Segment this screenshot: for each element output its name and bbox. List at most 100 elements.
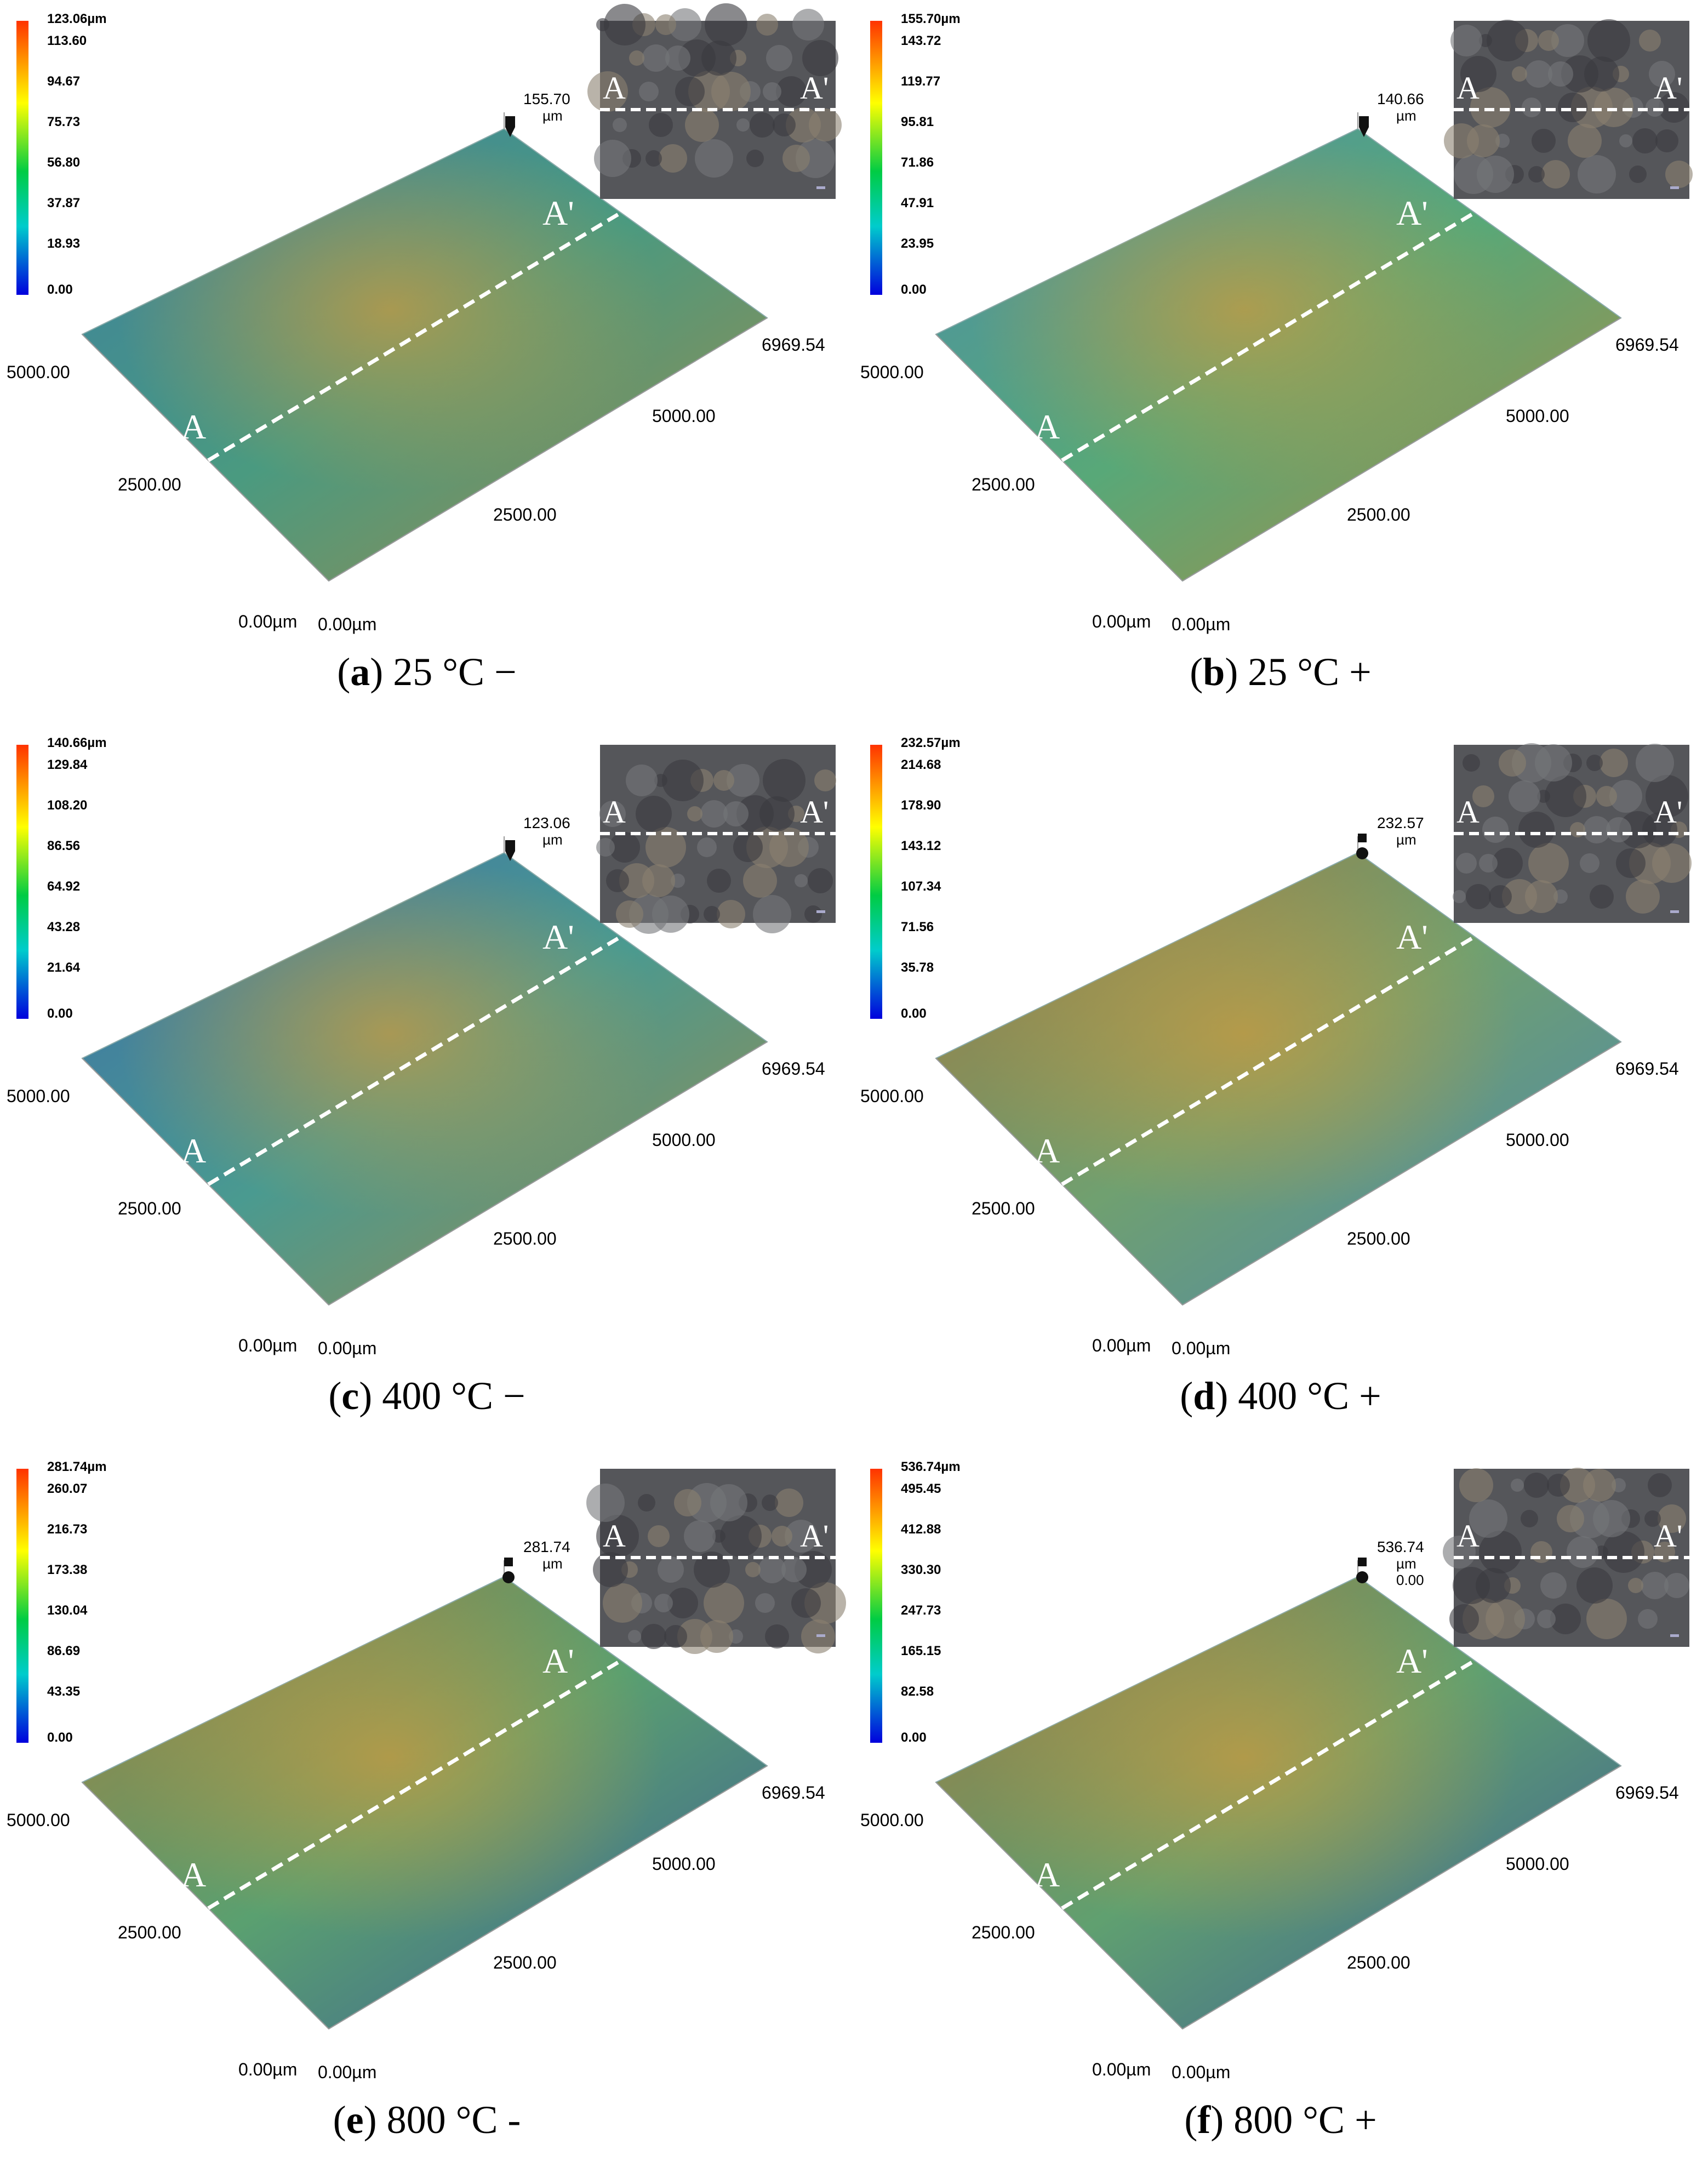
micrograph-texture [684,1520,716,1552]
color-scale-tick: 94.67 [47,74,80,89]
inset-label-a-prime: A' [800,70,829,106]
micrograph-texture [1460,56,1496,92]
axis-y-line [82,1782,329,2029]
axis-x-mid-label: 5000.00 [652,1854,716,1874]
micrograph-texture [785,1520,818,1553]
micrograph-texture [1548,61,1573,87]
axis-x-low-label: 2500.00 [493,1953,557,1972]
micrograph-texture [1509,780,1540,812]
square-icon [504,1558,513,1566]
axis-x-max-label: 6969.54 [1615,1783,1679,1803]
color-scale-tick: 37.87 [47,196,80,210]
micrograph-texture [697,837,717,857]
micrograph-texture [1659,92,1689,123]
color-scale-tick: 0.00 [901,1006,927,1021]
micrograph-texture [1547,1474,1570,1497]
panel-b: 155.70µm 143.72 119.77 95.81 71.86 47.91 23.95… [854,0,1707,724]
section-line [1061,936,1474,1187]
axis-x-line [328,1041,768,1305]
micrograph-texture [596,838,615,857]
micrograph-texture [763,82,781,101]
micrograph-texture [707,869,731,893]
micrograph-texture [700,1620,733,1653]
section-line [207,936,620,1187]
color-scale-tick: 82.58 [901,1684,934,1699]
panel-plot: 232.57µm 214.68 178.90 143.12 107.34 71.56 35.… [860,735,1692,1358]
color-scale-tick: 173.38 [47,1562,87,1577]
peak-zero-label: 0.00 [1396,1572,1424,1588]
color-scale-bar [870,745,882,1019]
axis-x-low-label: 2500.00 [493,505,557,524]
micrograph-texture [1639,30,1661,52]
color-scale-bar [16,745,28,1019]
origin-right-label: 0.00µm [318,1338,376,1358]
micrograph-texture [1463,754,1480,772]
color-scale-tick: 95.81 [901,115,934,129]
color-scale-tick: 214.68 [901,757,941,772]
color-scale-tick: 75.73 [47,115,80,129]
micrograph-texture [1568,124,1602,158]
surface-hotspot [82,129,767,581]
micrograph-texture [655,14,676,35]
micrograph-texture [758,1556,786,1583]
origin-right-label: 0.00µm [318,2062,376,2082]
micrograph-texture [1590,885,1614,909]
color-scale-tick: 86.56 [47,839,80,853]
axis-x-low-label: 2500.00 [493,1229,557,1248]
axis-x-max-label: 6969.54 [762,1783,825,1803]
micrograph-texture [609,832,640,863]
micrograph-texture [652,896,689,933]
micrograph-texture [1580,853,1600,873]
color-scale-tick: 260.07 [47,1481,87,1496]
micrograph-texture [636,796,672,832]
axis-x-low-label: 2500.00 [1347,1229,1410,1248]
micrograph-texture [1456,853,1477,874]
micrograph-texture [1586,1599,1627,1639]
micrograph-texture [1459,1468,1493,1502]
micrograph-texture [695,139,733,178]
micrograph-texture [792,9,824,41]
caption-text: 400 °C − [382,1374,525,1418]
peak-unit-label: µm [1396,1555,1416,1572]
axis-x-line [1182,1041,1621,1305]
color-scale-tick: 0.00 [47,1730,73,1745]
micrograph-texture [701,41,736,76]
color-scale-tick: 71.56 [901,920,934,934]
surface-hotspot [82,1577,767,2029]
micrograph-texture [1567,1536,1598,1568]
micrograph-texture [1642,812,1677,847]
micrograph-texture [616,900,643,928]
micrograph-texture [664,1625,687,1648]
scale-bar-icon [816,186,825,189]
micrograph-texture [1453,890,1466,903]
micrograph-texture [1541,160,1570,189]
micrograph-texture [809,109,842,141]
micrograph-texture [1550,1604,1581,1634]
micrograph-texture [746,150,764,167]
micrograph-texture [1525,880,1558,913]
micrograph-texture [1578,155,1616,193]
micrograph-texture [1596,786,1617,807]
micrograph-texture [1540,1572,1567,1599]
micrograph-texture [1479,854,1498,872]
micrograph-texture [717,900,745,928]
section-label-a: A [1035,1855,1060,1894]
color-scale-tick: 23.95 [901,236,934,251]
color-scale-bar [870,1469,882,1743]
micrograph-texture [596,1515,639,1558]
micrograph-texture [772,1526,792,1547]
caption-text: 400 °C + [1238,1374,1381,1418]
micrograph-texture [1499,749,1526,777]
micrograph-texture [1466,884,1491,909]
axis-x-mid-label: 5000.00 [1506,1130,1569,1150]
color-scale-tick: 21.64 [47,960,81,975]
micrograph-texture [1449,1604,1479,1634]
caption-text: 800 °C - [386,2098,521,2142]
caption-letter: b [1203,650,1225,694]
micrograph-texture [1525,60,1552,88]
micrograph-texture [1545,775,1586,817]
micrograph-texture [628,1630,641,1643]
micrograph-texture [765,1624,789,1649]
inset-label-a: A [603,794,626,830]
color-scale-tick: 0.00 [901,282,927,297]
